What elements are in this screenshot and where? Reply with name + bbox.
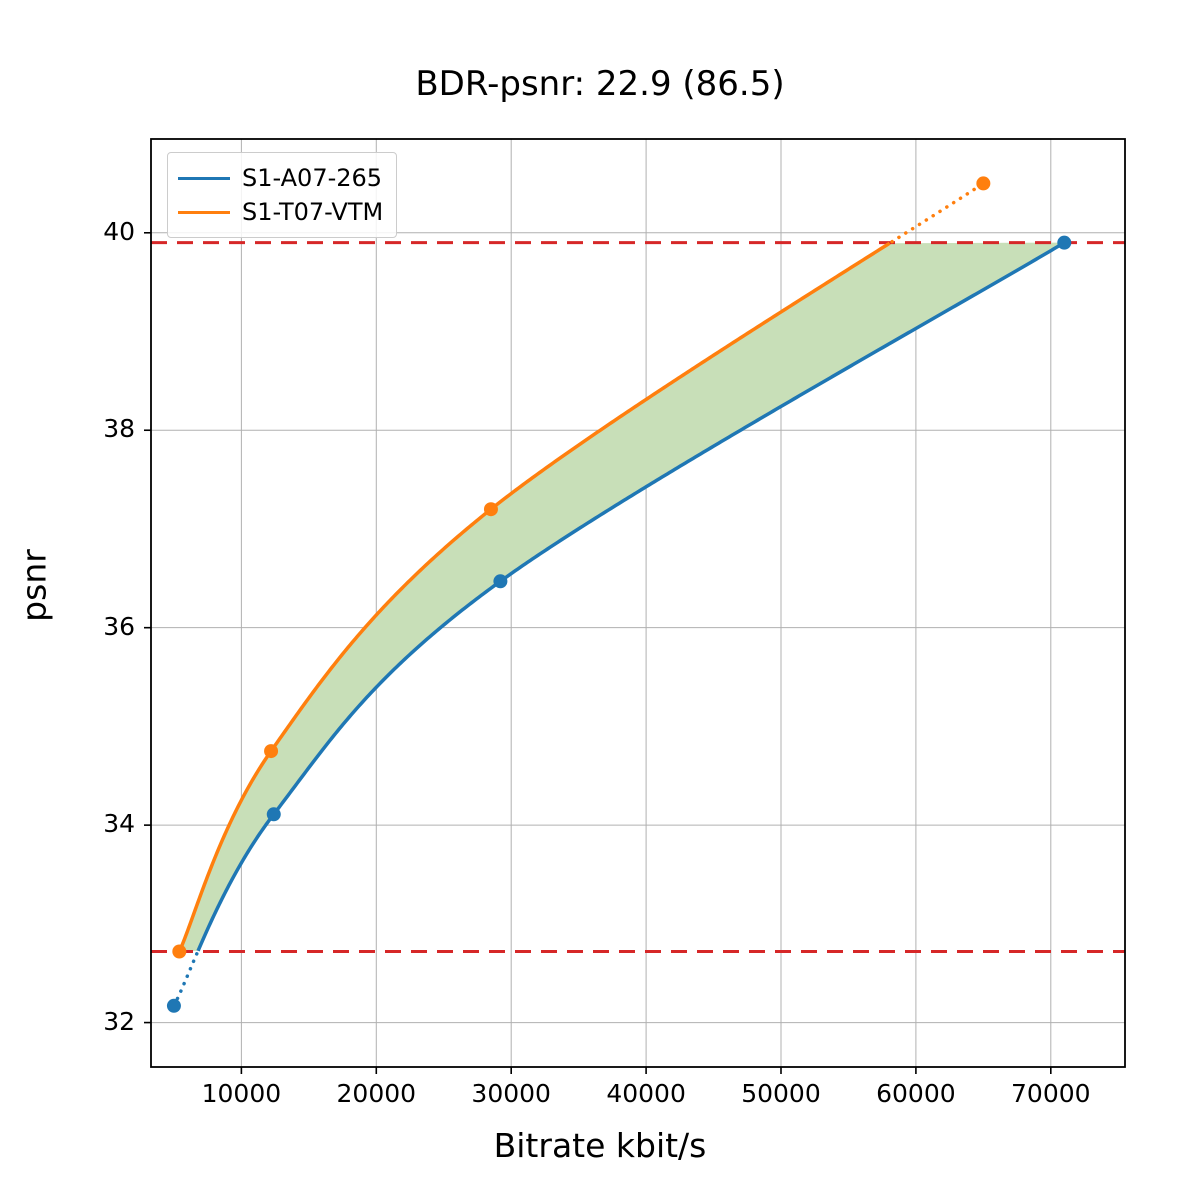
- y-tick-label: 40: [103, 216, 135, 246]
- data-point-markers: [166, 176, 1072, 1013]
- data-point-marker: [266, 807, 281, 822]
- reference-lines-group: [151, 241, 1125, 953]
- y-tick-label: 34: [103, 809, 135, 839]
- x-tick-label: 40000: [606, 1079, 686, 1108]
- chart-title: BDR-psnr: 22.9 (86.5): [415, 64, 785, 104]
- data-point-marker: [483, 502, 498, 517]
- x-tick-label: 50000: [741, 1079, 821, 1108]
- x-axis-label: Bitrate kbit/s: [493, 1126, 707, 1165]
- x-tick-label: 10000: [201, 1079, 282, 1108]
- legend-label: S1-T07-VTM: [242, 198, 384, 226]
- axis-ticks: [144, 231, 1052, 1074]
- series-s1-t07-vtm-line: [177, 241, 891, 953]
- legend-line-swatch: [178, 210, 230, 214]
- x-gridlines: [240, 139, 1052, 1067]
- x-tick-label: 60000: [876, 1079, 956, 1108]
- y-tick-label: 32: [103, 1006, 135, 1036]
- x-tick-label: 20000: [336, 1079, 417, 1108]
- data-point-marker: [166, 998, 181, 1013]
- y-tick-label: 38: [103, 414, 135, 444]
- axes-spines: [150, 138, 1126, 1068]
- series-s1-t07-vtm-dotted-segment: [890, 181, 986, 244]
- y-tick-label: 36: [103, 611, 135, 641]
- data-point-marker: [976, 176, 991, 191]
- data-point-marker: [172, 944, 187, 959]
- chart-legend[interactable]: S1-A07-265 S1-T07-VTM: [167, 152, 397, 238]
- legend-line-swatch: [178, 176, 230, 180]
- data-point-marker: [264, 744, 279, 759]
- legend-item[interactable]: S1-A07-265: [178, 161, 386, 195]
- series-s1-a07-265-line: [196, 241, 1066, 952]
- series-s1-a07-265-dotted-segment: [172, 951, 199, 1008]
- legend-label: S1-A07-265: [242, 164, 383, 192]
- x-tick-label: 30000: [471, 1079, 551, 1108]
- data-point-marker: [1057, 235, 1072, 250]
- data-point-marker: [493, 574, 508, 589]
- legend-item[interactable]: S1-T07-VTM: [178, 195, 386, 229]
- x-tick-label: 70000: [1011, 1079, 1091, 1108]
